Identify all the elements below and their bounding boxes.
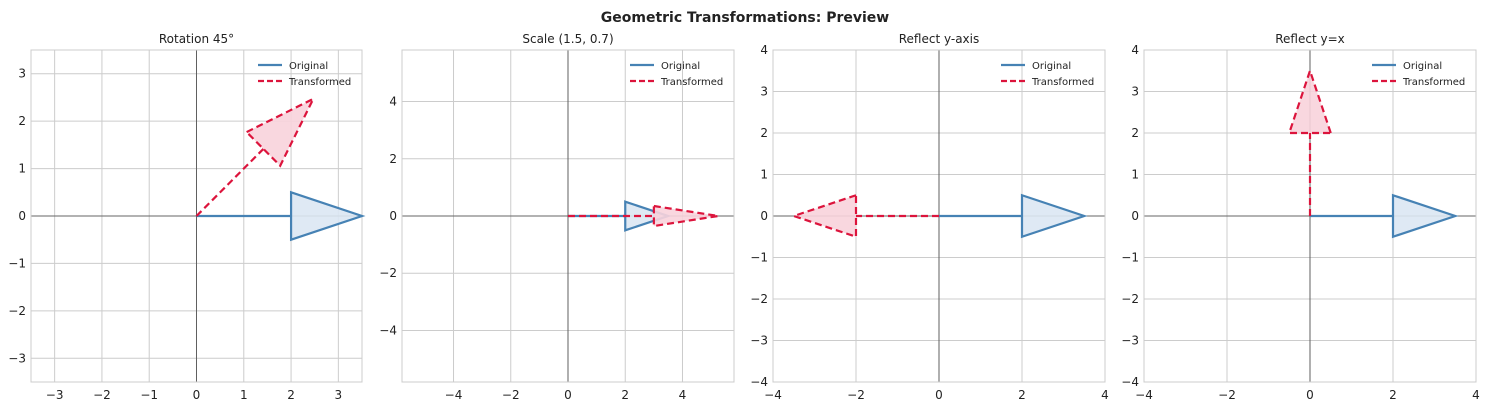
- y-tick-label: 0: [389, 209, 397, 223]
- plot-frame: [401, 49, 735, 383]
- y-tick-label: 4: [389, 95, 397, 109]
- y-tick-label: −1: [8, 256, 26, 270]
- x-tick-label: −1: [140, 388, 158, 402]
- y-tick-label: −1: [750, 251, 768, 265]
- y-tick-label: −4: [1121, 375, 1139, 389]
- x-tick-label: 2: [287, 388, 295, 402]
- transformed-arrow-head: [790, 193, 858, 239]
- panel-title: Reflect y=x: [1275, 32, 1345, 46]
- panel-3: −4 −2 0 2 4 −4 −3 −2 −1 0 1 2 3 4 Reflect y-axis Origin…: [750, 32, 1109, 402]
- x-tick-label: −2: [1218, 388, 1236, 402]
- y-tick-label: 1: [18, 162, 26, 176]
- x-tick-label: −4: [764, 388, 782, 402]
- y-tick-label: −4: [379, 323, 397, 337]
- legend-label-original: Original: [289, 61, 328, 72]
- x-tick-label: 0: [935, 388, 943, 402]
- y-tick-label: 1: [1131, 168, 1139, 182]
- legend-label-transformed: Transformed: [1402, 77, 1465, 88]
- original-arrow-head: [289, 190, 366, 242]
- plot-frame: [772, 49, 1106, 383]
- panel-title: Scale (1.5, 0.7): [522, 32, 613, 46]
- y-tick-label: −1: [1121, 251, 1139, 265]
- y-tick-label: −2: [1121, 292, 1139, 306]
- y-tick-label: 4: [1131, 43, 1139, 57]
- y-tick-label: 0: [760, 209, 768, 223]
- original-arrow-head: [1391, 193, 1459, 239]
- legend: Original Transformed: [258, 61, 351, 88]
- x-tick-label: −4: [1135, 388, 1153, 402]
- y-tick-label: 3: [760, 85, 768, 99]
- x-tick-label: −2: [847, 388, 865, 402]
- y-tick-label: 0: [18, 209, 26, 223]
- x-tick-label: 4: [679, 388, 687, 402]
- panel-4: −4 −2 0 2 4 −4 −3 −2 −1 0 1 2 3 4 Reflect y=x Original T…: [1121, 32, 1480, 402]
- x-tick-label: 4: [1101, 388, 1109, 402]
- x-tick-label: 2: [1389, 388, 1397, 402]
- y-tick-label: 2: [389, 152, 397, 166]
- x-tick-label: −3: [46, 388, 64, 402]
- panels: −3 −2 −1 0 1 2 3 −3 −2 −1 0 1 2 3 Rotation 45° Original…: [8, 32, 1480, 402]
- x-tick-label: 0: [193, 388, 201, 402]
- y-tick-label: −4: [750, 375, 768, 389]
- transformed-arrow-head: [652, 204, 719, 228]
- x-tick-label: 4: [1472, 388, 1480, 402]
- legend: Original Transformed: [630, 61, 723, 88]
- legend-label-original: Original: [1403, 61, 1442, 72]
- y-tick-label: 2: [1131, 126, 1139, 140]
- x-tick-label: −2: [93, 388, 111, 402]
- legend-label-transformed: Transformed: [288, 77, 351, 88]
- y-tick-label: 4: [760, 43, 768, 57]
- y-tick-label: 2: [760, 126, 768, 140]
- x-tick-label: 3: [335, 388, 343, 402]
- x-tick-label: 2: [621, 388, 629, 402]
- y-tick-label: −2: [8, 304, 26, 318]
- panel-1: −3 −2 −1 0 1 2 3 −3 −2 −1 0 1 2 3 Rotation 45° Original…: [8, 32, 366, 402]
- x-tick-label: 0: [1306, 388, 1314, 402]
- y-tick-label: 3: [18, 67, 26, 81]
- original-arrow-head: [1020, 193, 1088, 239]
- plot-frame: [1143, 49, 1477, 383]
- transformed-arrow-head: [1287, 67, 1333, 135]
- x-tick-label: 1: [240, 388, 248, 402]
- legend-label-transformed: Transformed: [1031, 77, 1094, 88]
- y-tick-label: −2: [379, 266, 397, 280]
- panel-2: −4 −2 0 2 4 −4 −2 0 2 4 Scale (1.5, 0.7) Original Tr…: [379, 32, 735, 402]
- y-tick-label: −3: [1121, 334, 1139, 348]
- x-tick-label: 2: [1018, 388, 1026, 402]
- x-tick-label: −2: [502, 388, 520, 402]
- y-tick-label: 2: [18, 114, 26, 128]
- figure-title: Geometric Transformations: Preview: [601, 10, 890, 26]
- transformed-arrow-head: [244, 96, 316, 168]
- panel-title: Rotation 45°: [159, 32, 234, 46]
- transformed-arrow-shaft: [195, 148, 265, 217]
- y-tick-label: −2: [750, 292, 768, 306]
- panel-title: Reflect y-axis: [899, 32, 980, 46]
- x-tick-label: −4: [445, 388, 463, 402]
- legend-label-transformed: Transformed: [660, 77, 723, 88]
- y-tick-label: −3: [750, 334, 768, 348]
- y-tick-label: 0: [1131, 209, 1139, 223]
- y-tick-label: 3: [1131, 85, 1139, 99]
- legend-label-original: Original: [661, 61, 700, 72]
- x-tick-label: 0: [564, 388, 572, 402]
- y-tick-label: 1: [760, 168, 768, 182]
- y-tick-label: −3: [8, 351, 26, 365]
- legend: Original Transformed: [1001, 61, 1094, 88]
- legend-label-original: Original: [1032, 61, 1071, 72]
- legend: Original Transformed: [1372, 61, 1465, 88]
